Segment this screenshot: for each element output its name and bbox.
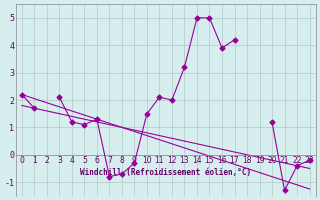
X-axis label: Windchill (Refroidissement éolien,°C): Windchill (Refroidissement éolien,°C): [80, 168, 251, 177]
